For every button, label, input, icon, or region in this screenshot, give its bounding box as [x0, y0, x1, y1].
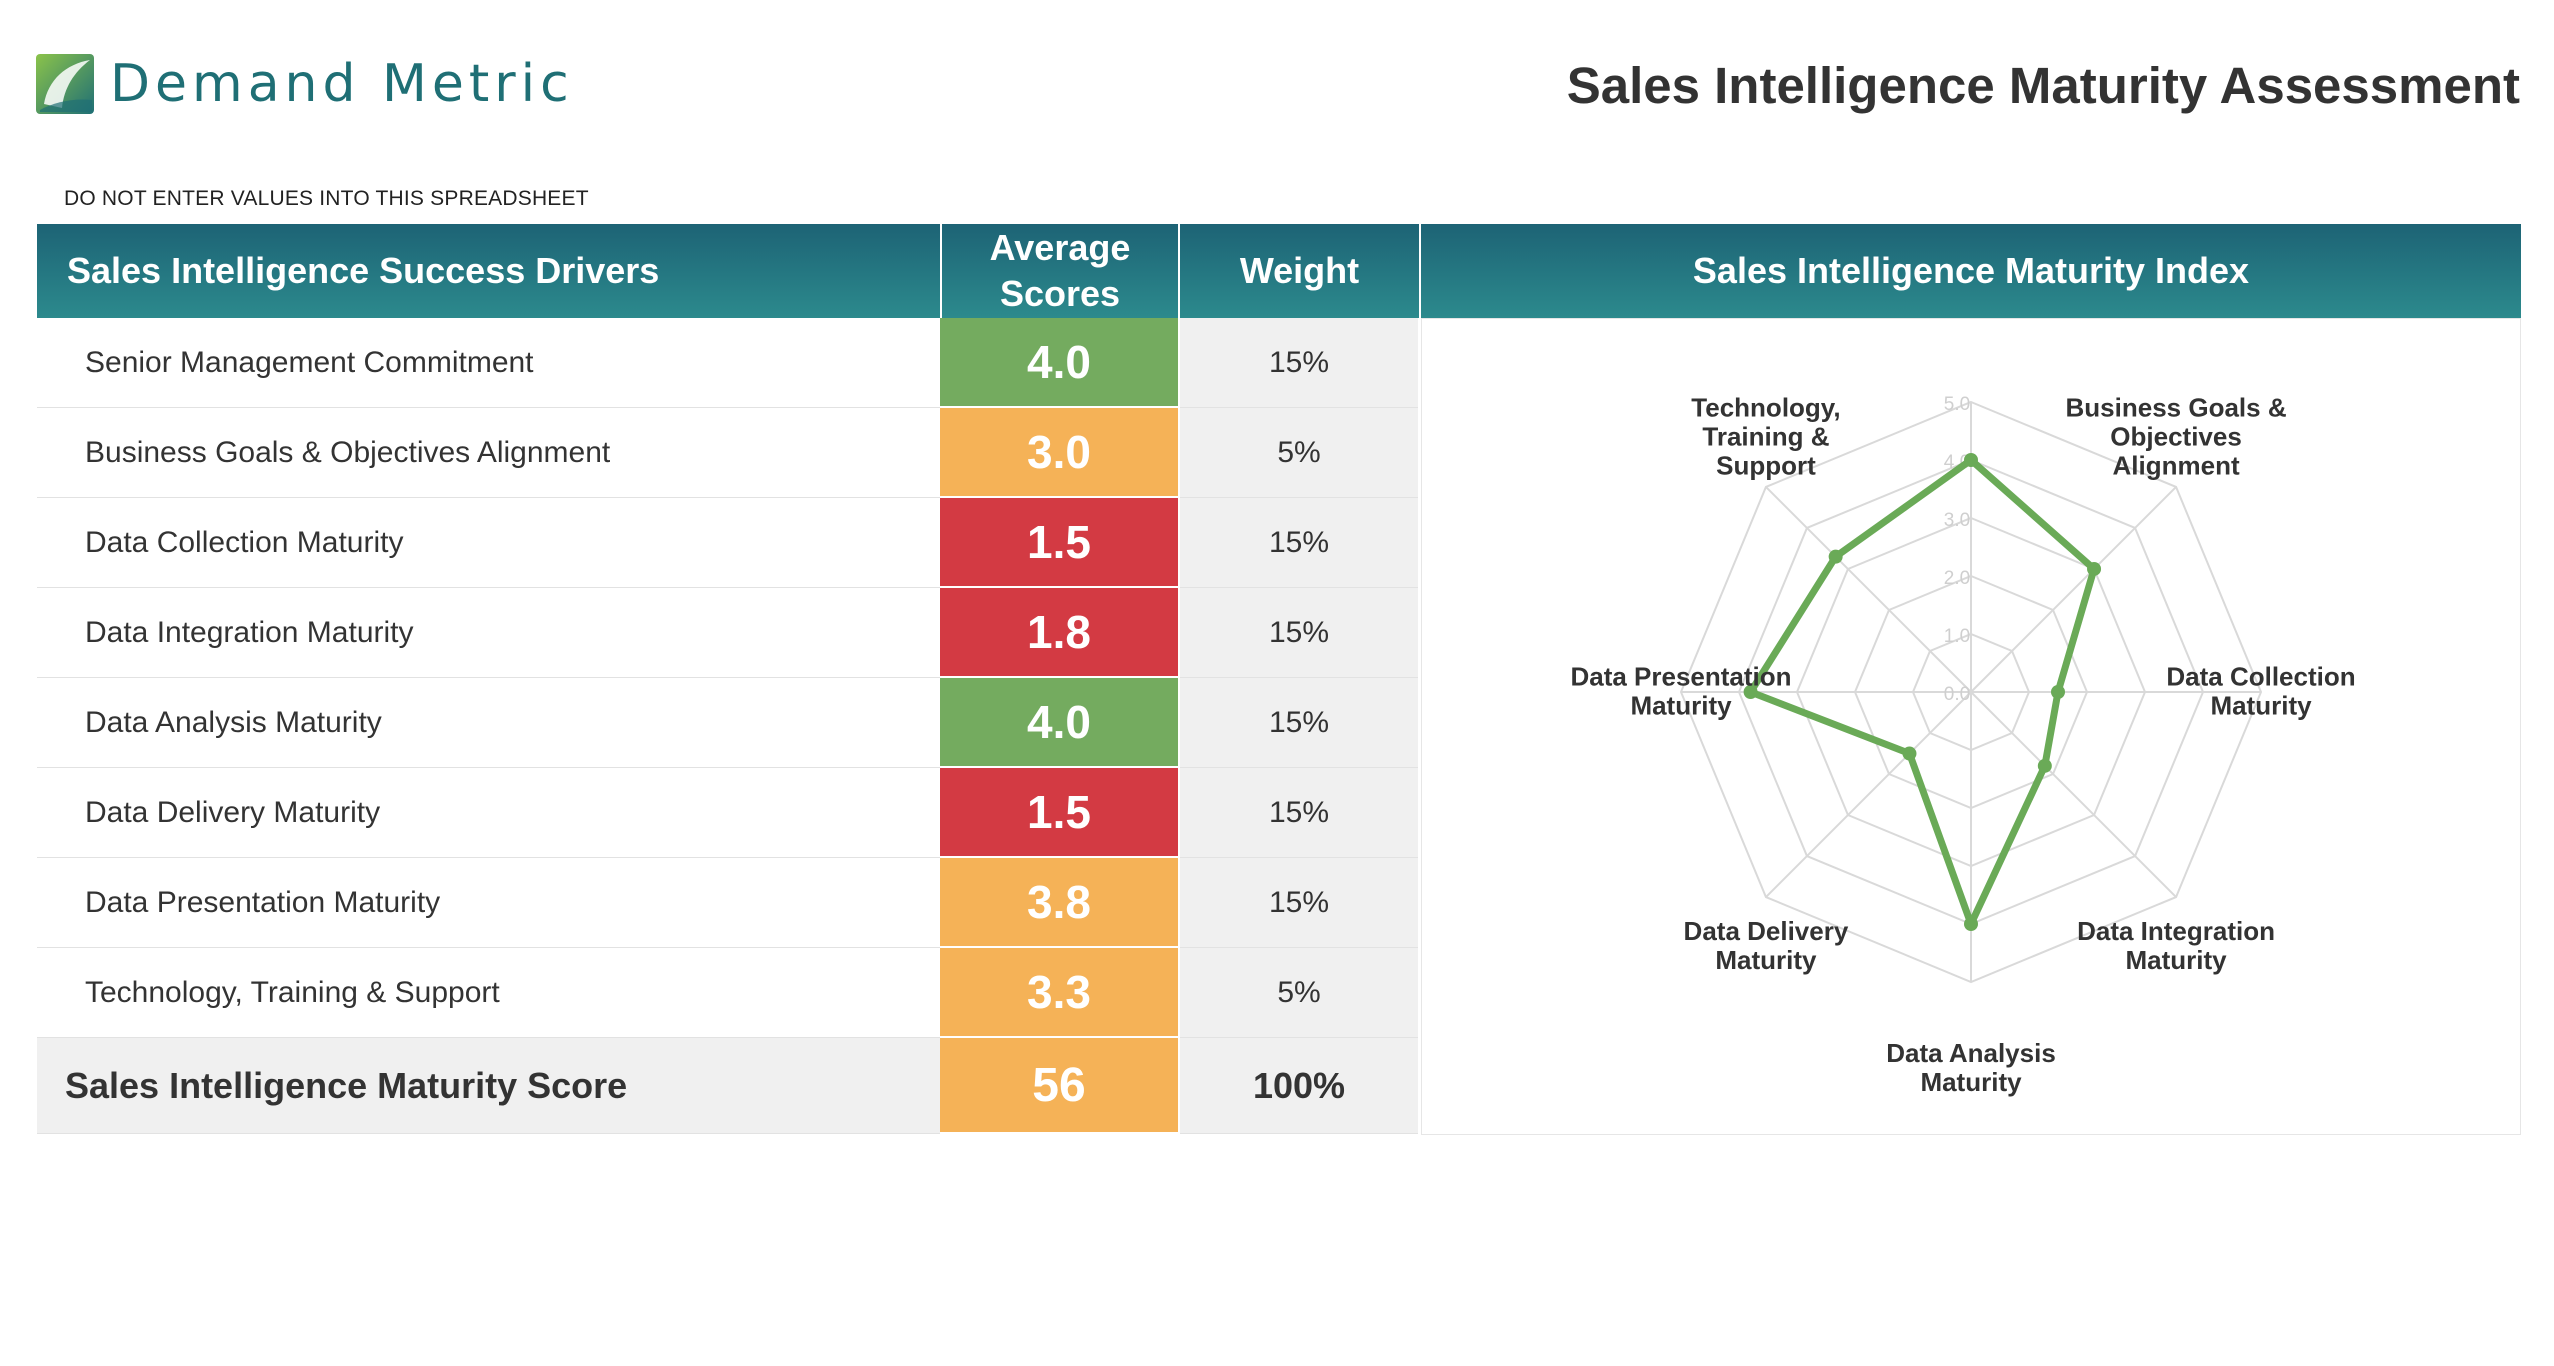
data-point [2051, 685, 2065, 699]
average-score: 4.0 [940, 318, 1178, 408]
driver-name: Business Goals & Objectives Alignment [37, 408, 940, 498]
category-label: Data Collection Maturity [2166, 662, 2355, 721]
category-label-line: Business Goals & [2066, 392, 2287, 422]
tick-label: 0.0 [1944, 684, 1970, 705]
weight-value: 5% [1180, 408, 1418, 498]
page-title: Sales Intelligence Maturity Assessment [1566, 57, 2520, 114]
category-label: Technology, Training & Support [1691, 392, 1840, 480]
driver-name: Data Integration Maturity [37, 588, 940, 678]
tick-label: 2.0 [1944, 568, 1970, 589]
drivers-table: Sales Intelligence Success Drivers Avera… [37, 224, 1419, 1136]
table-row: Data Delivery Maturity 1.5 15% [37, 768, 1419, 858]
category-label-line: Maturity [1630, 691, 1732, 721]
tick-label: 3.0 [1944, 510, 1970, 531]
driver-name: Technology, Training & Support [37, 948, 940, 1038]
category-label: Data Delivery Maturity [1684, 916, 1849, 975]
average-scores-label: Average Scores [989, 227, 1131, 314]
driver-name: Data Delivery Maturity [37, 768, 940, 858]
weight-value: 15% [1180, 318, 1418, 408]
average-score: 1.5 [940, 498, 1178, 588]
driver-name: Data Collection Maturity [37, 498, 940, 588]
category-label-line: Alignment [2113, 450, 2240, 480]
table-row: Technology, Training & Support 3.3 5% [37, 948, 1419, 1038]
table-header: Sales Intelligence Success Drivers Avera… [37, 224, 1419, 318]
brand-name: Demand Metric [110, 54, 574, 114]
column-header-average-scores: Average Scores [940, 224, 1178, 318]
average-score: 4.0 [940, 678, 1178, 768]
weight-value: 15% [1180, 588, 1418, 678]
category-label-line: Data Delivery [1684, 916, 1849, 946]
chart-area: 0.01.02.03.04.05.0SeniorManagementCommit… [1421, 318, 2521, 1135]
table-row: Business Goals & Objectives Alignment 3.0… [37, 408, 1419, 498]
tick-label: 1.0 [1944, 626, 1970, 647]
notice-text: DO NOT ENTER VALUES INTO THIS SPREADSHEE… [64, 187, 589, 210]
weight-value: 15% [1180, 858, 1418, 948]
category-label-line: Maturity [2125, 945, 2227, 975]
table-row: Data Collection Maturity 1.5 15% [37, 498, 1419, 588]
driver-name: Senior Management Commitment [37, 318, 940, 408]
radar-chart: 0.01.02.03.04.05.0SeniorManagementCommit… [1570, 319, 2355, 1097]
grid-spoke [1970, 486, 2177, 693]
category-label-line: Objectives [2110, 421, 2242, 451]
table-row: Data Presentation Maturity 3.8 15% [37, 858, 1419, 948]
data-point [1828, 549, 1843, 564]
average-score: 1.8 [940, 588, 1178, 678]
category-label: Business Goals & Objectives Alignment [2066, 392, 2287, 480]
logo-icon [36, 54, 94, 114]
category-label-line: Technology, [1691, 392, 1840, 422]
category-label-line: Data Analysis [1886, 1038, 2056, 1068]
weight-value: 15% [1180, 678, 1418, 768]
weight-value: 15% [1180, 768, 1418, 858]
category-label-line: Maturity [2210, 691, 2312, 721]
data-point [1743, 685, 1758, 699]
category-label-line: Commitment [1892, 319, 2051, 322]
driver-name: Data Presentation Maturity [37, 858, 940, 948]
weight-value: 15% [1180, 498, 1418, 588]
grid-spoke [1765, 691, 1972, 898]
grid-spoke [1765, 486, 1972, 693]
category-label-line: Support [1716, 450, 1816, 480]
data-point [2037, 758, 2052, 773]
category-label-line: Maturity [1920, 1067, 2022, 1097]
weight-value: 5% [1180, 948, 1418, 1038]
total-row: Sales Intelligence Maturity Score 56 100% [37, 1038, 1419, 1134]
category-label-line: Data Presentation [1570, 662, 1791, 692]
average-score: 3.3 [940, 948, 1178, 1038]
column-header-drivers: Sales Intelligence Success Drivers [67, 250, 660, 291]
tick-label: 5.0 [1944, 394, 1970, 415]
driver-name: Data Analysis Maturity [37, 678, 940, 768]
data-point [1902, 746, 1917, 761]
total-score: 56 [940, 1038, 1178, 1134]
table-row: Data Integration Maturity 1.8 15% [37, 588, 1419, 678]
average-score: 3.0 [940, 408, 1178, 498]
chart-title: Sales Intelligence Maturity Index [1421, 224, 2521, 318]
data-point [2087, 561, 2102, 576]
average-score: 1.5 [940, 768, 1178, 858]
data-point [1964, 453, 1978, 467]
category-label-line: Maturity [1715, 945, 1817, 975]
maturity-index-panel: Sales Intelligence Maturity Index 0.0 1.0… [1421, 224, 2521, 1135]
category-label-line: Data Collection [2166, 662, 2355, 692]
data-point [1964, 917, 1978, 931]
grid-spoke [1970, 691, 2177, 898]
category-label: Data Analysis Maturity [1886, 1038, 2056, 1097]
category-label: Data Integration Maturity [2077, 916, 2275, 975]
total-label: Sales Intelligence Maturity Score [37, 1038, 940, 1134]
total-weight: 100% [1180, 1038, 1418, 1134]
category-label-line: Training & [1702, 421, 1829, 451]
average-score: 3.8 [940, 858, 1178, 948]
category-label-line: Data Integration [2077, 916, 2275, 946]
table-row: Data Analysis Maturity 4.0 15% [37, 678, 1419, 768]
column-header-weight: Weight [1178, 224, 1419, 318]
category-label: Data Presentation Maturity [1570, 662, 1791, 721]
demand-metric-logo: Demand Metric [34, 48, 574, 120]
table-row: Senior Management Commitment 4.0 15% [37, 318, 1419, 408]
